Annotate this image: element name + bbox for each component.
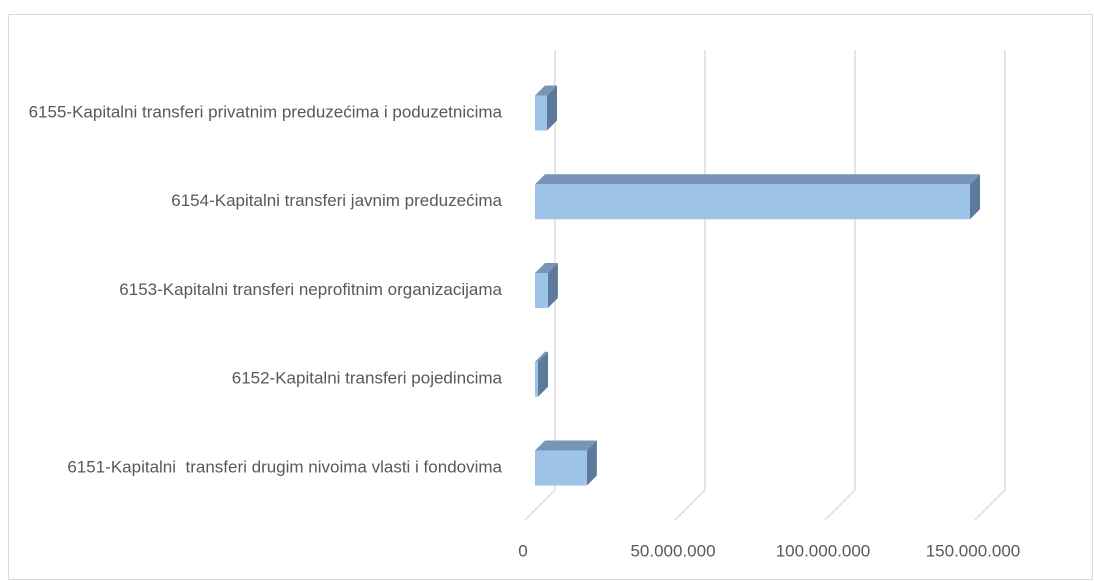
bar [535, 174, 980, 220]
y-tick-label: 6153-Kapitalni transferi neprofitnim org… [119, 280, 502, 299]
bar [535, 440, 597, 486]
bar-top [535, 174, 980, 185]
bar-front [535, 184, 970, 220]
y-tick-label: 6151-Kapitalni transferi drugim nivoima … [67, 457, 502, 476]
x-tick-label: 100.000.000 [776, 541, 871, 560]
x-tick-label: 50.000.000 [630, 541, 715, 560]
y-tick-label: 6155-Kapitalni transferi privatnim predu… [29, 102, 503, 121]
bar-top [535, 85, 557, 96]
bar-top [535, 351, 548, 362]
bar-side [547, 263, 558, 308]
bar-front [535, 450, 587, 486]
y-tick-label: 6154-Kapitalni transferi javnim preduzeć… [171, 191, 502, 210]
bar [535, 263, 558, 308]
bar-side [970, 174, 980, 220]
bar-top [535, 440, 597, 451]
y-tick-label: 6152-Kapitalni transferi pojedincima [232, 369, 503, 388]
bar-side [586, 440, 597, 486]
bar-side [538, 351, 548, 397]
bar-top [535, 263, 558, 273]
bar [535, 351, 548, 397]
bar-front [535, 95, 547, 131]
bar [535, 85, 557, 131]
bar-side [547, 85, 557, 131]
bar-front [535, 361, 538, 397]
x-tick-label: 0 [518, 541, 527, 560]
bar-front [535, 273, 548, 308]
grid-line [974, 50, 1006, 521]
x-tick-label: 150.000.000 [926, 541, 1021, 560]
